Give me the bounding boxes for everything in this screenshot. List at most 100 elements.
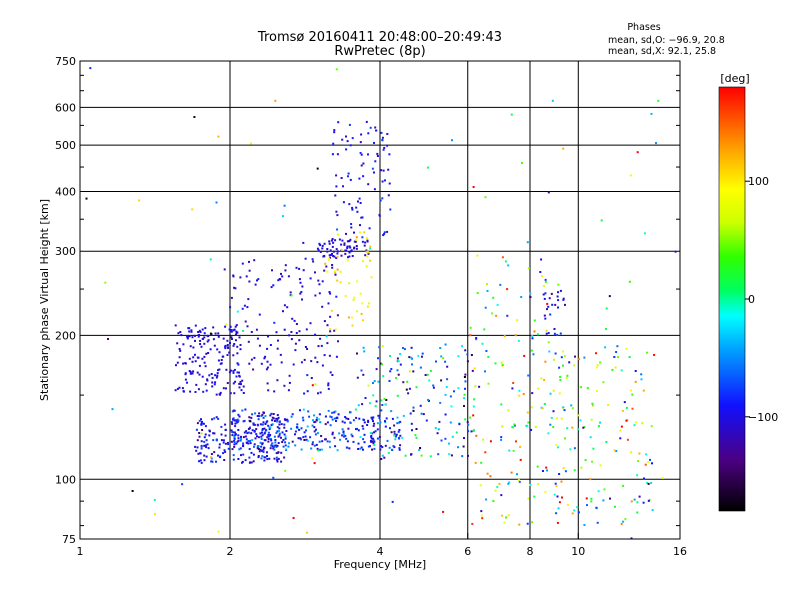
data-point	[557, 299, 560, 302]
data-point	[346, 247, 349, 250]
data-point	[225, 368, 228, 371]
data-point	[276, 444, 279, 447]
data-point	[336, 214, 339, 217]
data-point	[545, 466, 548, 469]
data-point	[615, 351, 618, 353]
data-point	[393, 424, 396, 427]
data-point	[379, 362, 382, 365]
data-point	[481, 342, 484, 345]
data-point	[348, 251, 351, 254]
data-point	[617, 356, 619, 359]
data-point	[551, 303, 554, 306]
data-point	[336, 268, 339, 271]
data-point	[199, 331, 202, 333]
data-point	[357, 404, 360, 407]
data-point	[464, 387, 466, 390]
data-point	[266, 458, 269, 461]
data-point	[562, 364, 564, 367]
data-point	[427, 166, 430, 169]
data-point	[352, 298, 355, 301]
data-point	[547, 305, 550, 308]
data-point	[286, 306, 289, 309]
data-point	[596, 390, 598, 392]
data-point	[349, 238, 352, 241]
data-point	[334, 273, 337, 276]
data-point	[573, 447, 576, 450]
data-point	[295, 426, 298, 429]
data-point	[540, 258, 543, 261]
data-point	[261, 423, 264, 426]
data-point	[260, 415, 263, 417]
data-point	[584, 459, 587, 462]
data-point	[489, 475, 492, 478]
data-point	[323, 354, 326, 357]
data-point	[362, 427, 365, 430]
data-point	[321, 305, 324, 308]
data-point	[494, 362, 497, 365]
data-point	[383, 232, 386, 235]
data-point	[271, 269, 273, 272]
data-point	[355, 416, 358, 419]
data-point	[366, 305, 369, 308]
data-point	[341, 428, 344, 431]
data-point	[296, 423, 299, 426]
data-point	[549, 423, 552, 426]
data-point	[646, 481, 649, 484]
colorbar-tick-label: 100	[748, 175, 769, 188]
data-point	[294, 342, 297, 345]
data-point	[340, 248, 343, 251]
data-point	[384, 425, 387, 428]
data-point	[472, 405, 475, 408]
data-point	[544, 292, 547, 295]
data-point	[410, 356, 413, 359]
data-point	[579, 419, 582, 422]
data-point	[329, 446, 331, 449]
data-point	[382, 169, 385, 172]
data-point	[425, 419, 428, 422]
data-point	[219, 362, 222, 365]
data-point	[561, 496, 563, 499]
data-point	[556, 521, 559, 524]
data-point	[469, 334, 472, 337]
data-point	[230, 330, 233, 333]
data-point	[356, 280, 359, 283]
data-point	[234, 419, 237, 422]
data-point	[577, 428, 580, 431]
data-point	[380, 409, 383, 412]
data-point	[275, 456, 278, 459]
data-point	[650, 482, 653, 484]
data-point	[432, 386, 435, 389]
data-point	[500, 361, 503, 364]
data-point	[237, 434, 240, 437]
data-point	[362, 373, 365, 376]
data-point	[329, 249, 332, 252]
data-point	[225, 387, 227, 390]
data-point	[259, 441, 262, 444]
data-point	[347, 175, 349, 178]
data-point	[387, 451, 390, 454]
data-point	[277, 457, 280, 460]
data-point	[516, 319, 519, 322]
data-point	[200, 432, 203, 435]
data-point	[335, 417, 338, 420]
data-point	[316, 167, 319, 170]
data-point	[577, 511, 580, 514]
data-point	[467, 454, 469, 457]
data-point	[247, 340, 250, 343]
data-point	[367, 153, 369, 156]
data-point	[217, 417, 220, 420]
data-point	[543, 314, 546, 317]
data-point	[263, 456, 266, 459]
data-point	[326, 270, 329, 273]
data-point	[230, 329, 233, 331]
data-point	[345, 417, 348, 420]
data-point	[269, 344, 272, 346]
data-point	[356, 310, 359, 313]
data-point	[212, 338, 215, 341]
data-point	[510, 113, 513, 116]
data-point	[451, 435, 454, 438]
data-point	[333, 255, 336, 258]
data-point	[252, 423, 255, 426]
data-point	[384, 421, 387, 424]
data-point	[299, 281, 302, 284]
